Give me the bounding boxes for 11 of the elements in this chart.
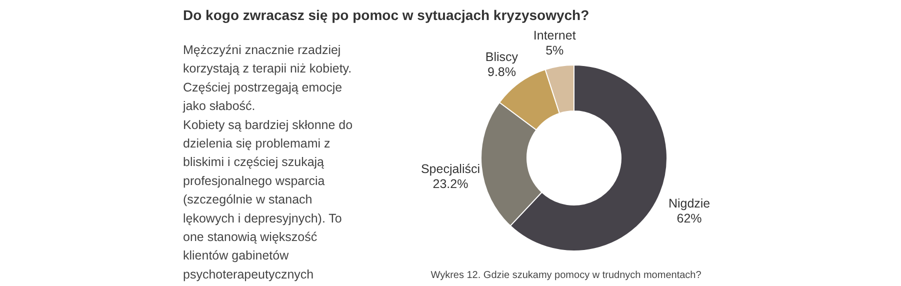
data-label: 62% xyxy=(676,212,702,226)
slice-label: Bliscy xyxy=(485,50,519,64)
text: Wykres 12. Gdzie szukamy pomocy w trudnych momentach? xyxy=(430,270,702,281)
slice-label: Internet xyxy=(533,28,576,43)
slice-label: Nigdzie xyxy=(668,196,710,211)
text: Mężczyźni znacznie rzadziej korzystają z terapii niż kobiety. Częściej postrzegają emocje jako słabość. Kobiety są bardziej skłonne do dzielenia się problemami z bliskimi i częściej szukają profesjonalnego wsparcia (szczególnie w stanach lękowych i depresyjnych). To one stanowią większość klientów gabinetów psychoterapeutycznych xyxy=(183,43,353,282)
data-label: 5% xyxy=(546,44,564,58)
slice-label: Specjaliści xyxy=(420,162,480,176)
data-label: 9.8% xyxy=(487,65,516,80)
data-label: 23.2% xyxy=(432,176,468,191)
chart-title: Do kogo zwracasz się po pomoc w sytuacjach kryzysowych? xyxy=(183,7,590,23)
